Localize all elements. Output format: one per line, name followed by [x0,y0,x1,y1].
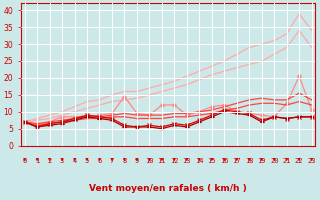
X-axis label: Vent moyen/en rafales ( km/h ): Vent moyen/en rafales ( km/h ) [89,184,247,193]
